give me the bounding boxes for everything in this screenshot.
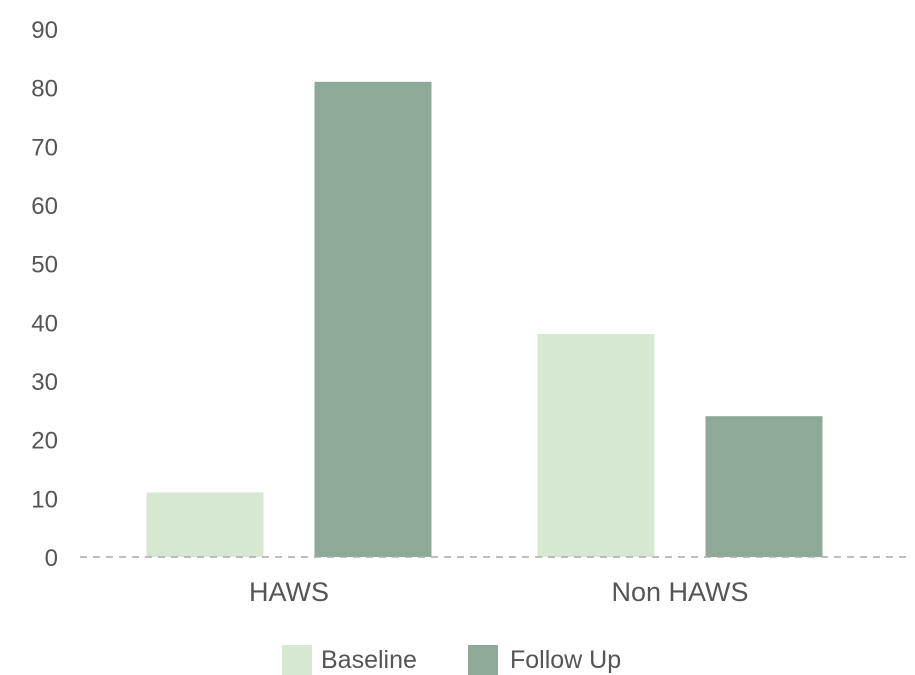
y-tick-label: 40 — [31, 310, 58, 337]
bar-follow-up-non-haws — [705, 416, 823, 557]
legend: Baseline Follow Up — [282, 645, 621, 675]
y-tick-label: 70 — [31, 134, 58, 161]
bars — [146, 81, 823, 558]
y-tick-label: 80 — [31, 76, 58, 103]
bar-follow-up-haws — [314, 81, 432, 558]
legend-swatch — [468, 645, 498, 675]
x-category-label: Non HAWS — [611, 577, 748, 607]
y-tick-label: 20 — [31, 428, 58, 455]
y-tick-label: 90 — [31, 17, 58, 44]
legend-label: Follow Up — [510, 646, 621, 674]
y-axis: 0 10 20 30 40 50 60 70 80 90 — [31, 17, 58, 572]
bar-baseline-haws — [146, 492, 264, 557]
y-tick-label: 10 — [31, 486, 58, 513]
legend-label: Baseline — [321, 646, 417, 674]
x-category-label: HAWS — [249, 577, 329, 607]
y-tick-label: 60 — [31, 193, 58, 220]
y-tick-label: 50 — [31, 252, 58, 279]
y-tick-label: 30 — [31, 369, 58, 396]
x-axis: HAWS Non HAWS — [249, 577, 749, 607]
y-tick-label: 0 — [45, 545, 58, 572]
bar-baseline-non-haws — [537, 334, 655, 557]
legend-swatch — [282, 645, 312, 675]
